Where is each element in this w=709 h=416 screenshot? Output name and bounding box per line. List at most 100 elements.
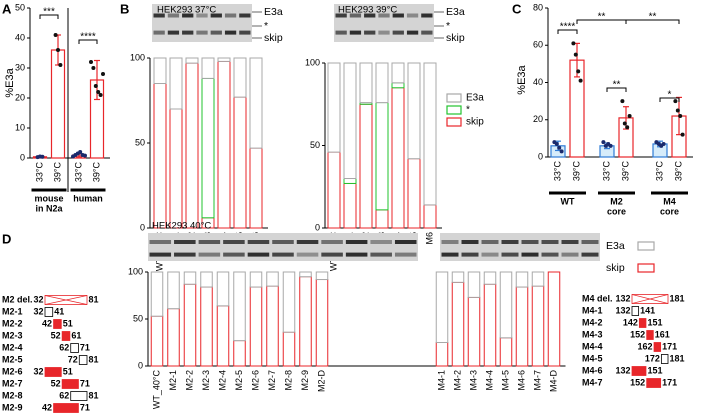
significance-bracket [659,97,680,102]
bar-segment [423,204,437,229]
gel-band [370,252,392,257]
gel-band [335,13,347,18]
construct-end: 171 [662,341,677,351]
bar-segment [216,271,230,307]
gel-band [239,30,251,35]
x-tick-label: M2-2 [184,370,194,391]
panel-label: A [2,1,12,16]
bar-segment [249,147,263,229]
data-point [93,84,98,88]
construct-start: 152 [630,329,645,339]
y-tick-label: 100 [305,57,320,67]
bar-segment [200,271,213,288]
gel-band [345,252,368,257]
gel-band [335,30,347,35]
gel-band [210,30,222,35]
y-axis-label: %E3a [4,67,16,97]
data-point [571,41,576,46]
gel-band [581,240,599,244]
bar-segment [451,281,465,367]
significance-bracket [78,39,98,44]
bar-segment [391,62,405,84]
construct-end: 81 [89,354,99,364]
construct-end: 151 [647,365,662,375]
significance-bracket [557,29,578,34]
data-point [559,149,564,154]
bar-segment [483,271,497,285]
significance-label: *** [43,7,55,18]
data-point [601,140,606,145]
gel-band [272,252,294,257]
bar-segment [435,342,449,367]
bar-segment [167,308,180,367]
gel-band [481,252,499,257]
bar-segment [282,271,296,333]
gel-label: * [446,20,450,32]
bar-segment [391,82,405,89]
x-tick-label: M4-3 [468,370,478,391]
gel-band [182,13,194,18]
construct-end: 71 [80,402,90,412]
construct-start: 72 [68,354,78,364]
bar-segment [375,102,389,211]
gel-band [239,13,251,18]
x-tick-label: M4-7 [532,370,542,391]
data-point [96,90,101,94]
gel-band [196,13,208,18]
bar-segment [266,271,279,287]
bar-segment [216,305,230,367]
gel-band [370,240,392,244]
gel-band [153,13,165,18]
bar-segment [407,62,421,160]
x-tick-label: 33°C [73,161,83,182]
construct-name: M2-1 [2,306,23,316]
chart-title: HEK293 40°C [152,221,211,232]
construct-box [631,306,640,316]
bar-segment [343,182,357,229]
bar-segment [327,62,341,153]
group-label: mouse [34,193,63,203]
construct-end: 41 [54,306,64,316]
bar-segment [375,209,389,229]
data-point [554,141,559,146]
y-tick-label: 100 [128,266,143,276]
x-tick-label: 33°C [34,161,44,182]
y-axis-label: %E3a [516,64,528,94]
data-point [627,114,632,119]
x-tick-label: 39°C [91,161,101,182]
construct-box [70,391,88,401]
gel-band [581,252,599,257]
bar-segment [169,108,183,229]
construct-name: M2-9 [2,402,23,412]
x-tick-label: M2-3 [201,370,211,391]
gel-band [392,13,404,18]
bar-segment [150,271,164,317]
x-tick-label: M2-6 [250,370,260,391]
bar-segment [315,279,329,367]
gel-label: E3a [446,6,465,18]
data-point [557,145,562,150]
construct-end: 51 [63,366,73,376]
y-tick-label: 20 [15,92,25,102]
x-tick-label: M2-7 [267,370,277,391]
construct-box [53,319,62,329]
bar-segment [201,77,215,219]
bar-segment [407,158,421,229]
x-tick-label: M2-D [316,370,326,392]
gel-band [153,30,165,35]
y-tick-label: 60 [533,40,543,50]
data-point [101,72,105,76]
y-tick-label: 80 [533,2,543,12]
deletion-cross [631,294,669,304]
y-tick-label: 40 [15,32,25,42]
bar-segment [359,62,373,104]
bar-segment [299,271,312,278]
bar-segment [499,271,513,339]
panel-label: C [512,1,522,16]
bar-segment [343,62,357,179]
bar-segment [183,283,197,367]
x-tick-label: M2-9 [300,370,310,391]
gel-band [149,252,172,257]
construct-start: 172 [645,353,660,363]
